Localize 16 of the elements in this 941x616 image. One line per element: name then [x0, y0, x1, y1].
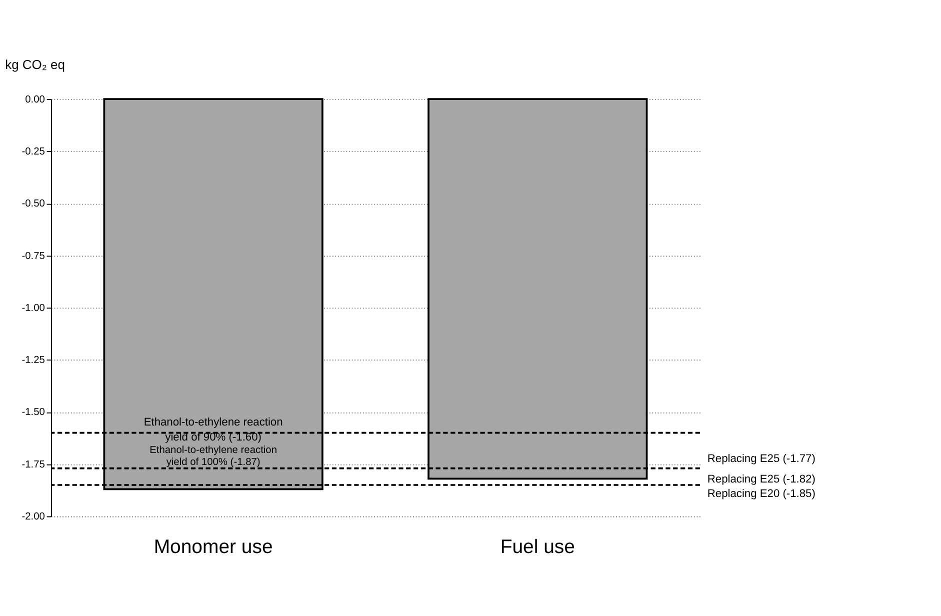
y-tick-label: -1.50 [22, 407, 46, 418]
y-tick-label: -0.75 [22, 250, 46, 262]
y-tick-label: -1.75 [22, 459, 46, 470]
y-tick-label: 0.00 [25, 94, 46, 106]
x-tick-label: Fuel use [500, 536, 575, 558]
y-tick-label: -0.25 [22, 146, 46, 158]
y-tick-label: -1.00 [22, 302, 46, 314]
y-tick-label: -2.00 [22, 512, 46, 523]
y-tick-label: -1.25 [22, 355, 46, 366]
ref-line-label: Replacing E20 (-1.85) [707, 488, 816, 500]
annotation: Ethanol-to-ethylene reaction yield of 100% (-1.87) [150, 445, 278, 468]
y-axis-title: kg CO₂ eq [5, 56, 65, 72]
ref-line-label: Replacing E25 (-1.77) [707, 452, 816, 465]
x-tick-label: Monomer use [154, 536, 273, 558]
y-tick-label: -0.50 [22, 198, 46, 210]
text: Replacing E25 (-1.82) [707, 473, 816, 486]
